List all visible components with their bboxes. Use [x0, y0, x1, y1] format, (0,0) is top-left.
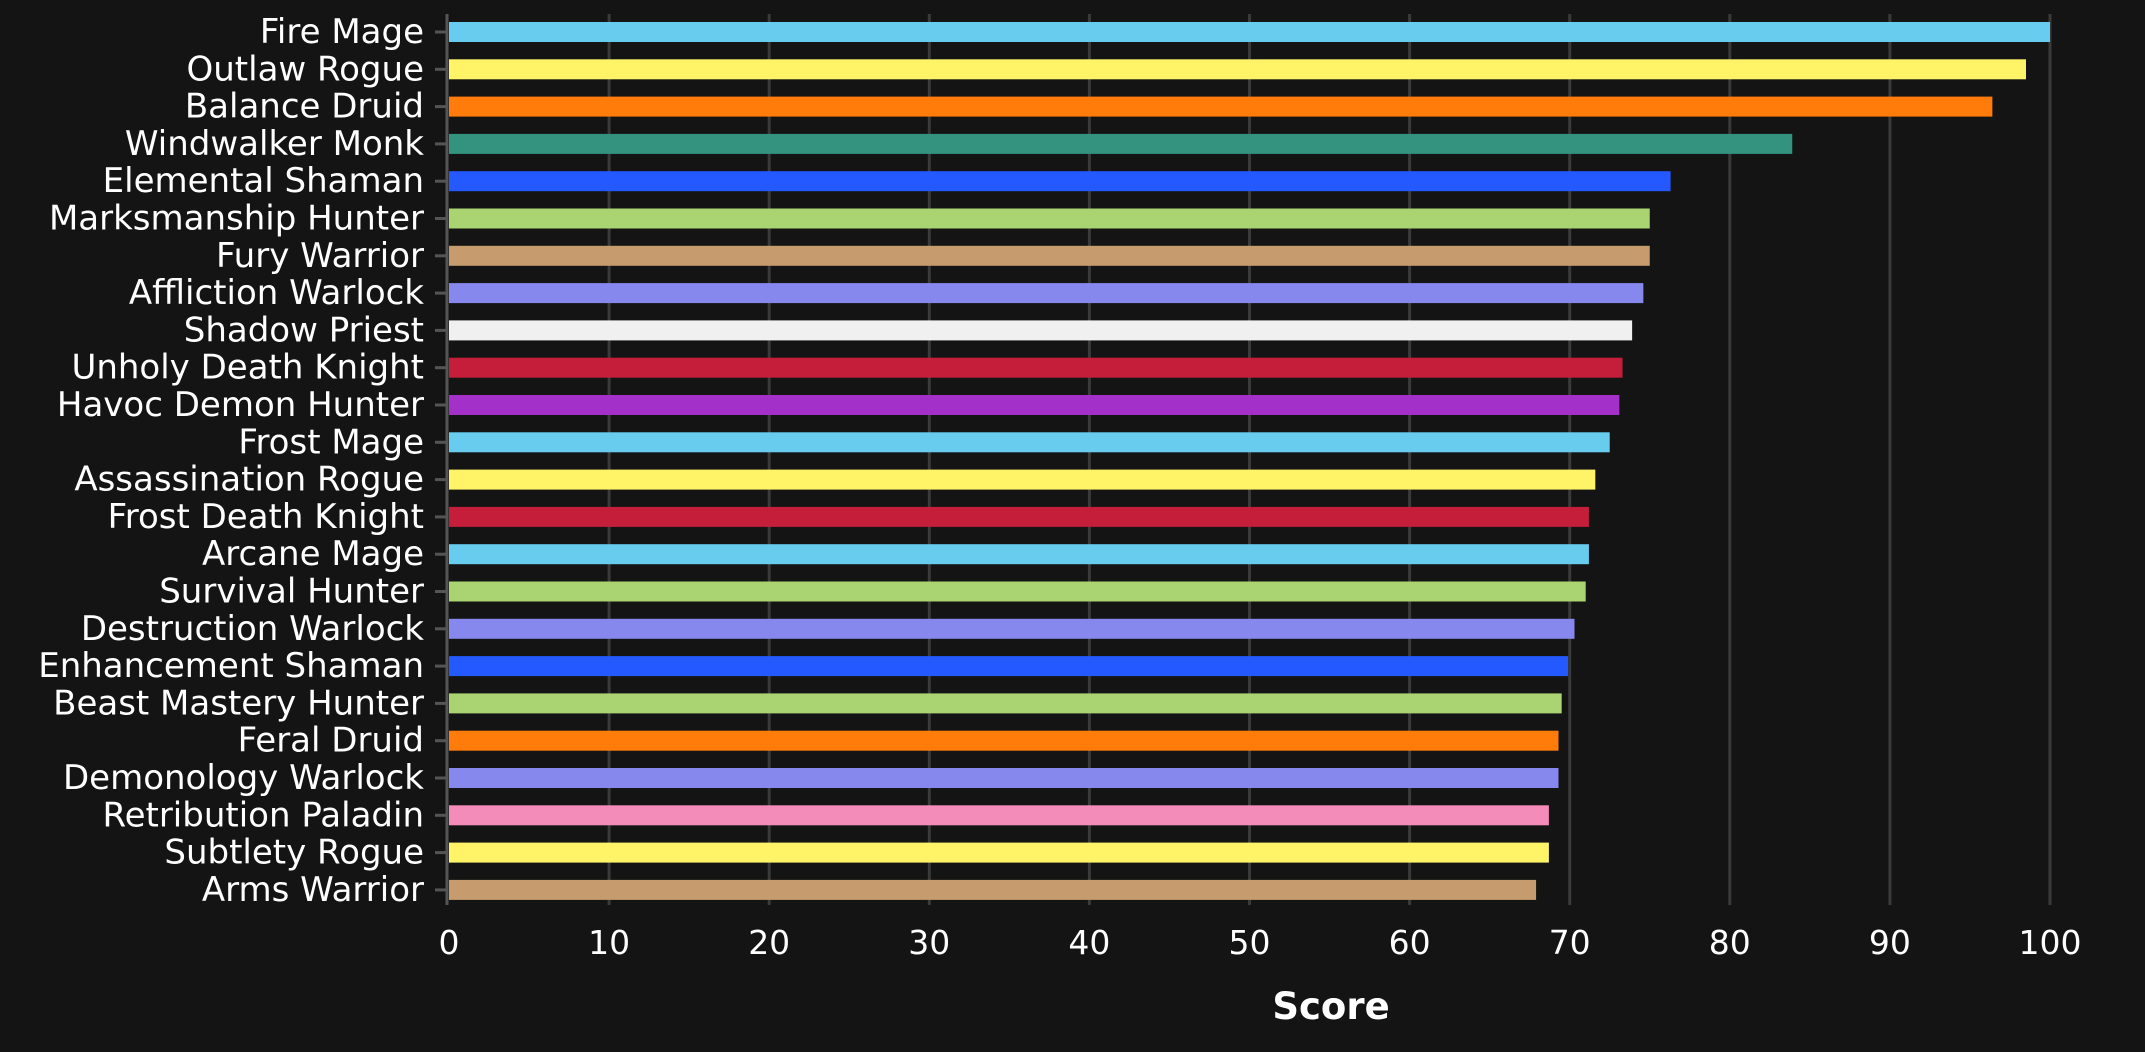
category-label: Destruction Warlock [81, 609, 424, 649]
x-tick-label: 0 [439, 923, 460, 962]
bar [449, 842, 1549, 863]
bar [449, 133, 1793, 154]
x-tick-label: 100 [2019, 923, 2082, 962]
category-label: Enhancement Shaman [38, 646, 424, 686]
x-tick-label: 90 [1869, 923, 1911, 962]
category-label: Balance Druid [185, 87, 424, 127]
bar [449, 208, 1650, 229]
bar [449, 730, 1559, 751]
category-label: Fire Mage [260, 12, 424, 52]
bars [449, 22, 2050, 900]
bar [449, 283, 1644, 304]
bar [449, 320, 1633, 341]
bar [449, 59, 2026, 80]
x-tick-label: 70 [1549, 923, 1591, 962]
x-tick-label: 60 [1389, 923, 1431, 962]
category-label: Affliction Warlock [129, 273, 424, 313]
x-tick-label: 50 [1229, 923, 1271, 962]
category-label: Outlaw Rogue [187, 49, 425, 89]
category-label: Feral Druid [238, 721, 424, 761]
category-label: Frost Mage [238, 422, 424, 462]
grid-lines [607, 14, 2052, 905]
bar [449, 656, 1569, 677]
category-label: Marksmanship Hunter [49, 199, 424, 239]
bar [449, 879, 1537, 900]
category-label: Windwalker Monk [125, 124, 424, 164]
bar [449, 245, 1650, 266]
bar [449, 768, 1559, 788]
bar [449, 506, 1589, 527]
category-label: Elemental Shaman [103, 161, 424, 201]
bar [449, 805, 1549, 826]
bar [449, 357, 1623, 378]
bar [449, 22, 2050, 42]
category-label: Subtlety Rogue [164, 833, 424, 873]
category-label: Arcane Mage [202, 534, 424, 574]
category-label: Unholy Death Knight [71, 348, 424, 388]
bar [449, 469, 1596, 490]
category-label: Demonology Warlock [63, 758, 424, 798]
category-label: Retribution Paladin [102, 795, 424, 835]
x-tick-label: 10 [588, 923, 630, 962]
category-label: Assassination Rogue [74, 460, 424, 500]
x-tick-label: 80 [1709, 923, 1751, 962]
category-label: Havoc Demon Hunter [57, 385, 424, 425]
x-axis-title: Score [1272, 985, 1389, 1028]
x-tick-label: 20 [748, 923, 790, 962]
x-tick-labels: 0 10 20 30 40 50 60 70 80 90 100 [439, 923, 2082, 962]
bar [449, 618, 1575, 639]
x-tick-label: 30 [908, 923, 950, 962]
bar [449, 544, 1589, 565]
category-label: Beast Mastery Hunter [53, 683, 424, 723]
category-label: Shadow Priest [184, 310, 424, 350]
bar [449, 432, 1610, 453]
bar [449, 581, 1586, 602]
axes [435, 14, 449, 905]
bar [449, 693, 1562, 714]
bar [449, 395, 1620, 415]
category-label: Frost Death Knight [108, 497, 424, 537]
bar [449, 171, 1671, 192]
bar [449, 96, 1993, 117]
x-tick-label: 40 [1068, 923, 1110, 962]
category-label: Survival Hunter [159, 572, 424, 612]
category-label: Arms Warrior [202, 870, 424, 910]
category-label: Fury Warrior [216, 236, 424, 276]
